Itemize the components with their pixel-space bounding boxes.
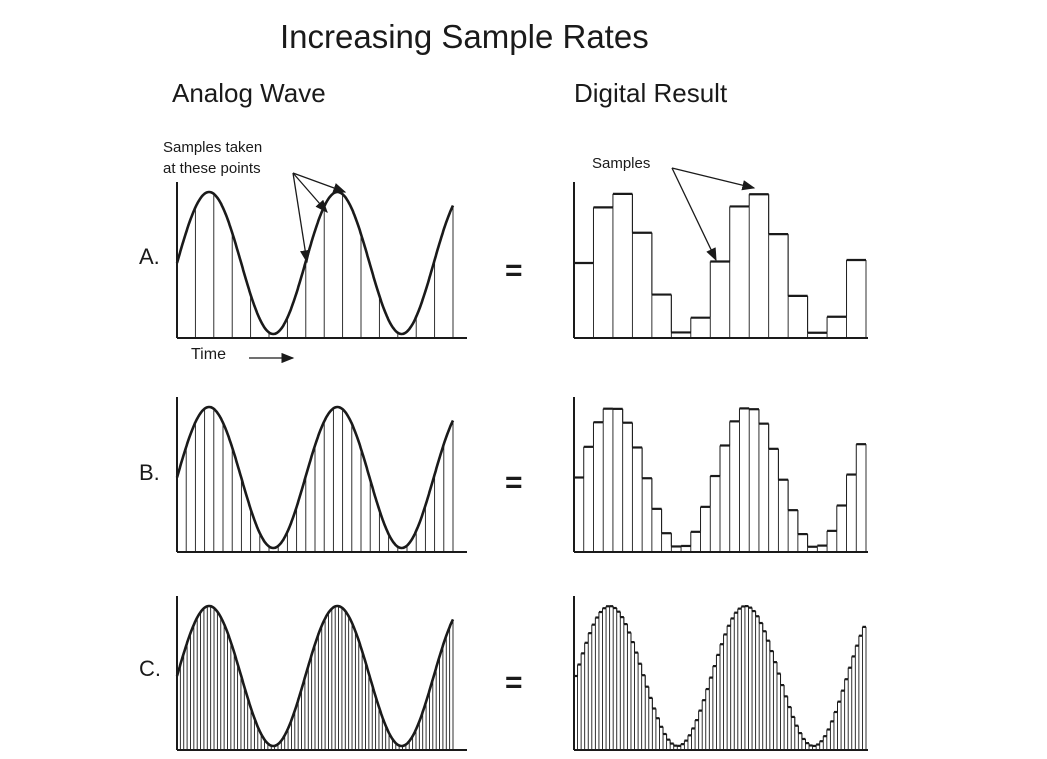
equals-sign-c: = [505,666,523,699]
arrow-to-sample-top [671,167,756,191]
analog-wave-curve [175,405,455,550]
equals-sign-a: = [505,254,523,287]
analog-wave-heading: Analog Wave [172,78,326,108]
time-axis-label: Time [191,346,226,363]
samples-taken-annotation-line1: Samples taken [163,139,263,156]
arrow-to-midpoint [292,172,311,264]
equals-sign-b: = [505,466,523,499]
samples-taken-annotation-line2: at these points [163,160,261,177]
samples-annotation: Samples [592,155,651,172]
arrow-to-slope [292,172,328,213]
analog-wave-curve [175,190,455,336]
analog-wave-curve [175,604,455,748]
page-title: Increasing Sample Rates [280,18,649,55]
annotation-arrows [249,167,756,364]
digital-result-heading: Digital Result [574,78,728,108]
arrow-to-sample-mid [671,167,717,262]
row-label-a: A. [139,244,160,269]
arrow-to-peak [292,172,347,193]
row-label-b: B. [139,460,160,485]
row-label-c: C. [139,656,161,681]
diagram-layer [175,182,868,751]
